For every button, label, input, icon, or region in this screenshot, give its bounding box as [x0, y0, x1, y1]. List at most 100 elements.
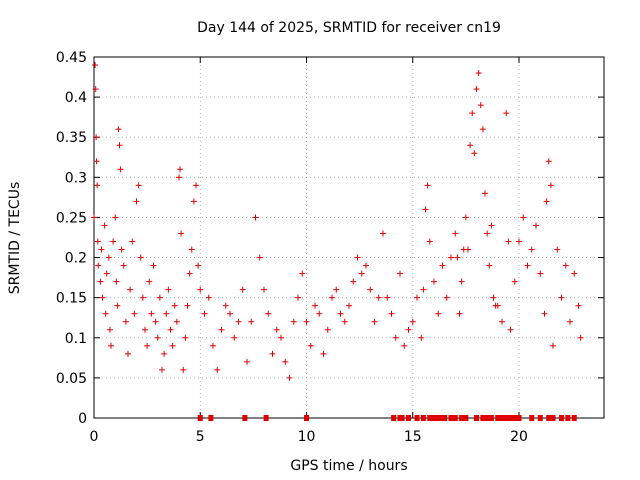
data-point — [541, 310, 548, 317]
data-point — [120, 262, 127, 269]
grid — [94, 57, 604, 418]
zero-point — [437, 415, 443, 421]
y-tick-label: 0.45 — [56, 50, 87, 66]
data-point — [367, 286, 374, 293]
zero-point — [420, 415, 426, 421]
zero-point — [488, 415, 494, 421]
data-point — [426, 238, 433, 245]
data-point — [110, 238, 117, 245]
x-tick-label: 15 — [404, 429, 422, 445]
data-point — [227, 310, 233, 317]
data-point — [122, 318, 129, 325]
y-tick-label: 0.35 — [56, 130, 87, 146]
data-point — [329, 294, 335, 301]
data-point — [465, 246, 471, 253]
data-point — [171, 302, 178, 309]
data-point — [454, 254, 461, 261]
data-point — [188, 246, 195, 253]
data-point — [422, 206, 429, 213]
data-point — [105, 254, 112, 261]
data-point — [431, 278, 437, 285]
data-point — [282, 358, 289, 365]
zero-point — [208, 415, 214, 421]
data-point — [129, 238, 136, 245]
data-point — [93, 158, 100, 165]
data-point — [133, 198, 140, 205]
data-point — [142, 326, 148, 333]
y-axis-label: SRMTID / TECUs — [7, 182, 23, 295]
data-point — [520, 214, 527, 221]
data-point — [261, 286, 267, 293]
data-point — [571, 270, 578, 277]
y-tick-label: 0.3 — [65, 170, 87, 186]
data-point — [150, 262, 157, 269]
zero-point — [391, 415, 397, 421]
data-point — [178, 230, 185, 237]
zero-point — [459, 415, 465, 421]
data-point — [115, 126, 122, 133]
data-point — [265, 310, 272, 317]
data-point — [482, 190, 488, 197]
data-point — [354, 254, 361, 261]
data-point — [341, 318, 348, 325]
zero-point — [495, 415, 501, 421]
data-point — [114, 302, 121, 309]
data-point — [286, 374, 293, 381]
data-point — [113, 278, 120, 285]
data-point — [186, 270, 193, 277]
data-point — [488, 222, 495, 229]
data-point — [269, 350, 276, 357]
zero-point — [499, 415, 505, 421]
data-point — [467, 142, 474, 149]
data-point — [554, 246, 561, 253]
zero-point — [516, 415, 522, 421]
data-point — [182, 334, 189, 341]
data-point — [95, 262, 102, 269]
data-point — [98, 246, 105, 253]
data-point — [477, 102, 484, 109]
data-point — [135, 182, 142, 189]
y-tick-label: 0.4 — [65, 90, 87, 106]
data-point — [375, 294, 382, 301]
zero-point — [463, 415, 469, 421]
data-point — [176, 174, 182, 181]
zero-point — [442, 415, 448, 421]
y-tick-label: 0.15 — [56, 291, 87, 307]
zero-points — [197, 415, 577, 421]
data-point — [173, 318, 180, 325]
data-point — [337, 310, 344, 317]
data-point — [159, 366, 165, 373]
zero-point — [550, 415, 556, 421]
zero-point — [484, 415, 490, 421]
data-point — [106, 326, 113, 333]
data-point — [312, 302, 318, 309]
data-point — [452, 230, 459, 237]
data-point — [190, 198, 197, 205]
zero-point — [263, 415, 269, 421]
data-point — [490, 294, 497, 301]
data-point — [165, 286, 172, 293]
data-point — [458, 278, 465, 285]
data-point — [384, 294, 391, 301]
data-point — [303, 318, 310, 325]
data-point — [558, 294, 565, 301]
data-point — [397, 270, 403, 277]
data-point — [193, 182, 199, 189]
zero-point — [537, 415, 543, 421]
data-point — [156, 294, 163, 301]
y-tick-label: 0 — [78, 411, 87, 427]
data-point — [91, 214, 97, 221]
data-point — [152, 318, 159, 325]
data-point — [307, 342, 314, 349]
data-point — [511, 278, 518, 285]
data-point — [486, 262, 493, 269]
zero-point — [512, 415, 518, 421]
y-tick-label: 0.1 — [65, 331, 87, 347]
data-point — [363, 262, 369, 269]
data-point — [231, 334, 238, 341]
data-point — [214, 366, 221, 373]
data-point — [118, 246, 125, 253]
data-point — [184, 302, 191, 309]
data-point — [475, 70, 482, 77]
data-point — [371, 318, 378, 325]
